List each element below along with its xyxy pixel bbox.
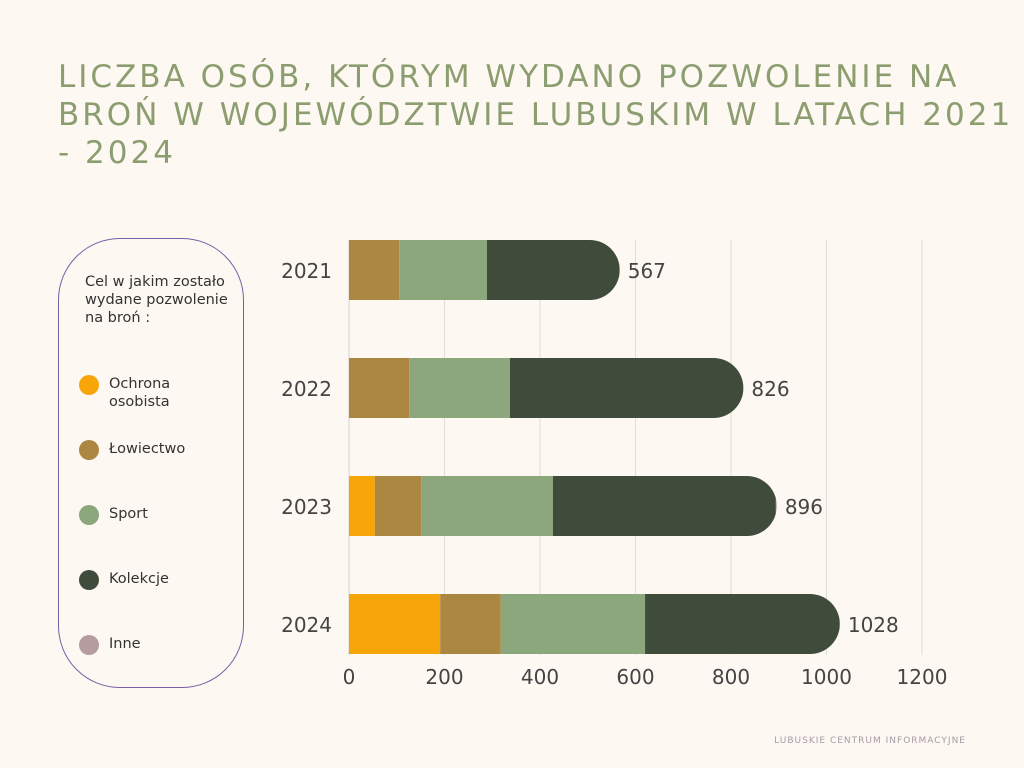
x-tick-label: 200: [425, 665, 463, 689]
legend-item-lowiectwo: Łowiectwo: [79, 440, 185, 460]
bar-segment: [552, 476, 776, 536]
bar-segment: [421, 476, 553, 536]
bar-segment: [509, 358, 744, 418]
bar-segment: [399, 240, 487, 300]
bar-total-label: 826: [751, 377, 789, 401]
legend-swatch: [79, 635, 99, 655]
legend-item-ochrona: Ochrona osobista: [79, 375, 199, 411]
legend-title: Cel w jakim zostało wydane pozwolenie na…: [85, 274, 228, 326]
y-tick-label: 2021: [281, 259, 332, 283]
bar-segment: [349, 476, 375, 536]
legend: Cel w jakim zostało wydane pozwolenie na…: [58, 238, 244, 688]
bar-segment: [349, 240, 400, 300]
y-tick-label: 2024: [281, 613, 332, 637]
bar-segment: [374, 476, 422, 536]
bar-segment: [500, 594, 646, 654]
bar-segment: [349, 358, 410, 418]
bar-total-label: 896: [785, 495, 823, 519]
y-tick-label: 2023: [281, 495, 332, 519]
legend-swatch: [79, 570, 99, 590]
legend-swatch: [79, 505, 99, 525]
bar-total-label: 1028: [848, 613, 899, 637]
x-tick-label: 1000: [801, 665, 852, 689]
legend-item-sport: Sport: [79, 505, 148, 525]
legend-swatch: [79, 440, 99, 460]
bar-segment: [486, 240, 620, 300]
bar-segment: [440, 594, 501, 654]
bar-total-label: 567: [628, 259, 666, 283]
y-tick-label: 2022: [281, 377, 332, 401]
x-tick-label: 600: [616, 665, 654, 689]
bar-segment: [645, 594, 840, 654]
legend-item-kolekcje: Kolekcje: [79, 570, 169, 590]
legend-item-inne: Inne: [79, 635, 141, 655]
legend-swatch: [79, 375, 99, 395]
bar-segment: [775, 476, 777, 536]
chart-title: LICZBA OSÓB, KTÓRYM WYDANO POZWOLENIE NA…: [58, 59, 1014, 171]
x-tick-label: 1200: [897, 665, 948, 689]
x-tick-label: 0: [343, 665, 356, 689]
x-tick-label: 400: [521, 665, 559, 689]
bar-segment: [349, 594, 441, 654]
footer-credit: LUBUSKIE CENTRUM INFORMACYJNE: [774, 736, 966, 746]
x-tick-label: 800: [712, 665, 750, 689]
bar-segment: [409, 358, 510, 418]
